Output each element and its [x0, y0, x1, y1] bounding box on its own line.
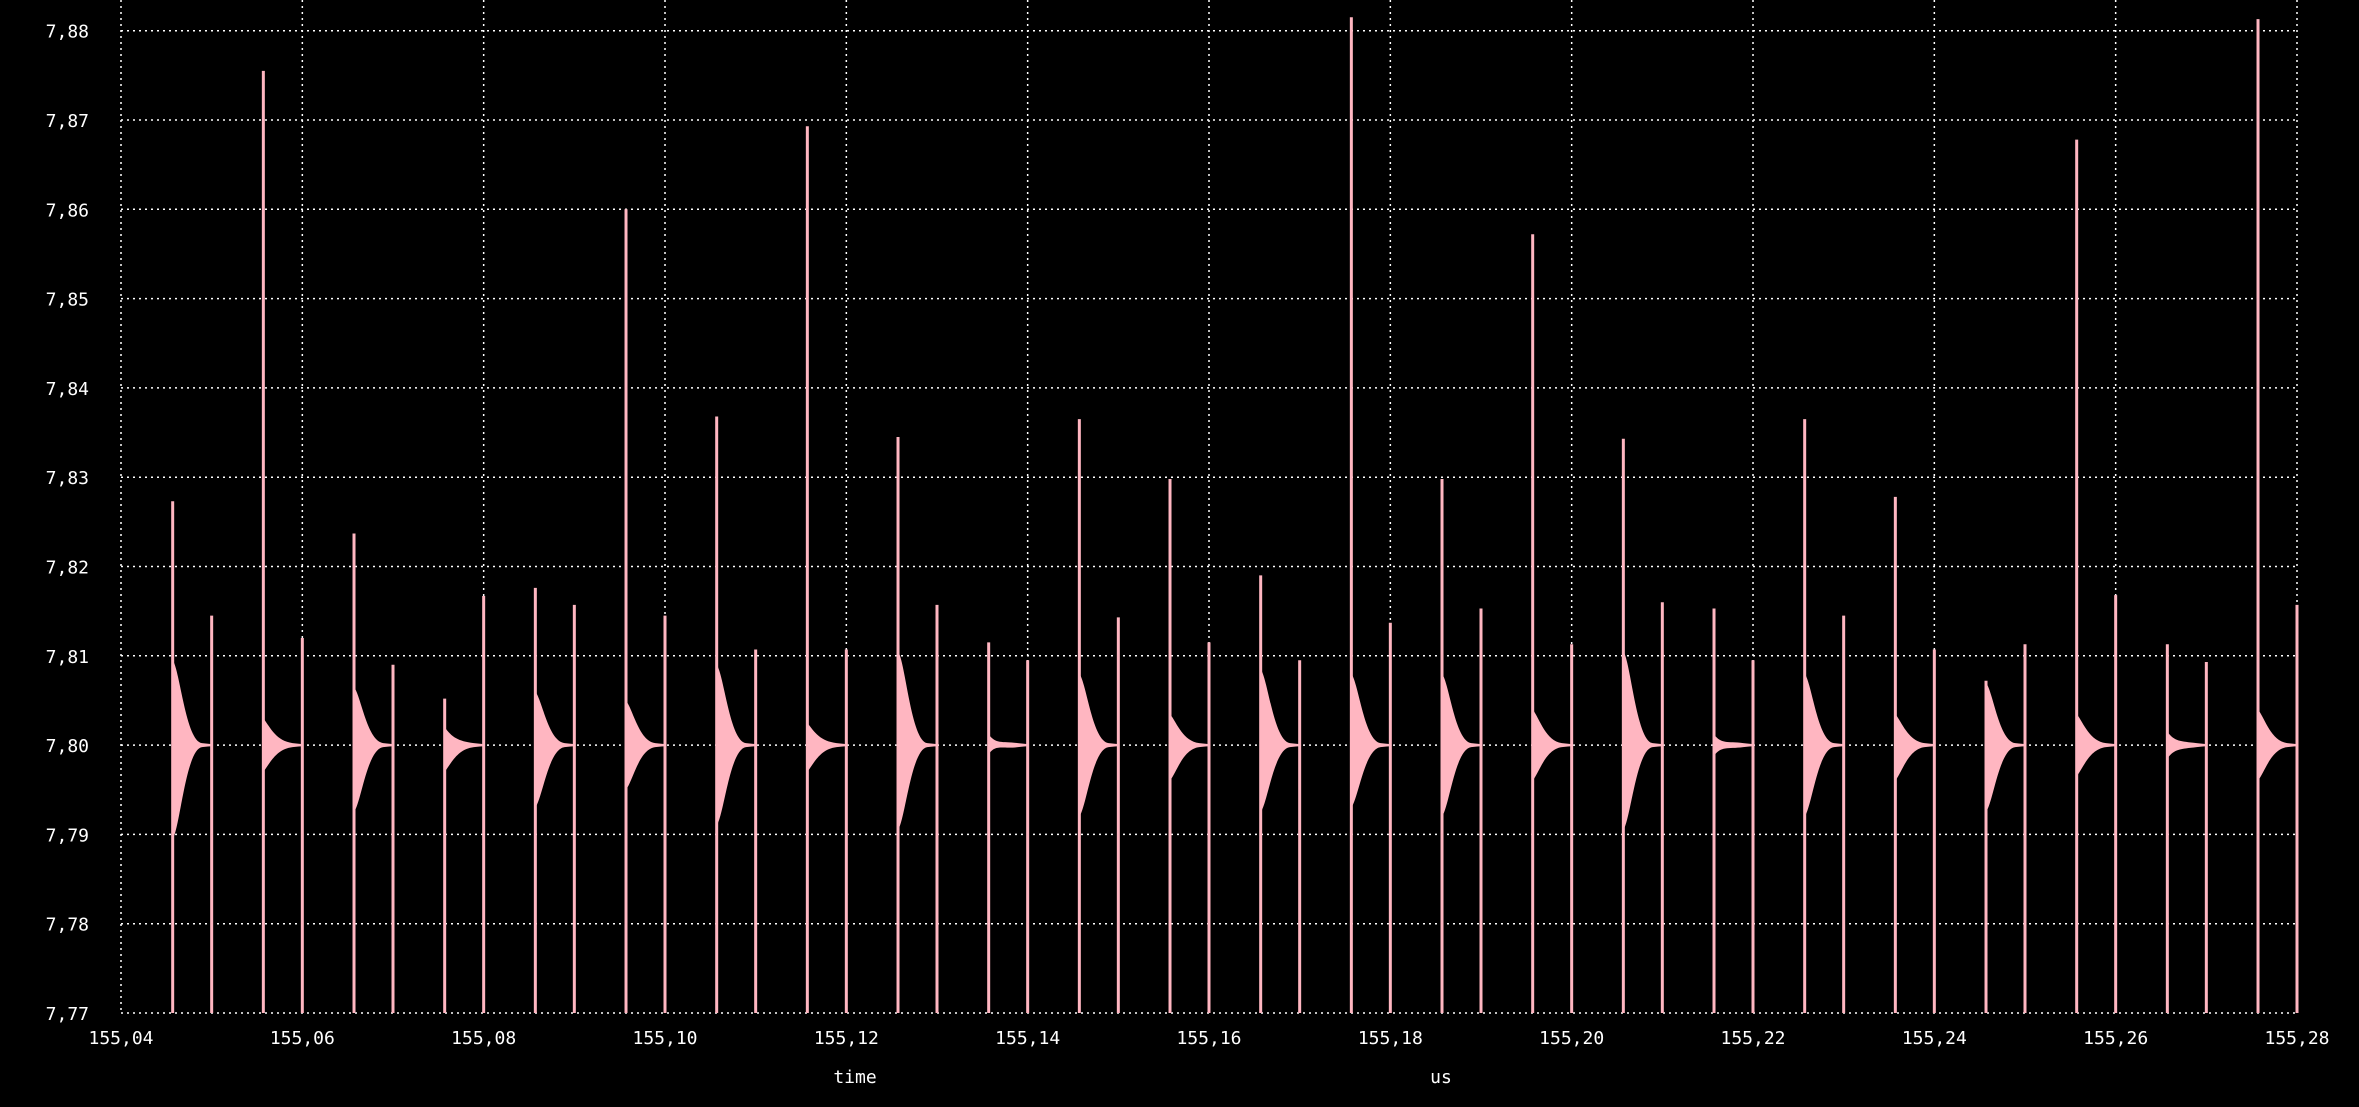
x-tick-label: 155,04 [88, 1028, 153, 1049]
ringing-envelope [354, 687, 393, 813]
ringing-envelope [1351, 673, 1391, 808]
y-axis-tick-labels: 7,77 7,78 7,79 7,80 7,81 7,82 7,83 7,84 7,85 7,86… [46, 22, 89, 1025]
y-tick-label: 7,87 [46, 111, 89, 132]
x-tick-label: 155,28 [2264, 1028, 2329, 1049]
ringing-envelope [1623, 651, 1663, 830]
ringing-envelope [1260, 669, 1300, 813]
ringing-envelope [444, 727, 484, 772]
y-tick-label: 7,84 [46, 379, 89, 400]
x-tick-label: 155,12 [814, 1028, 879, 1049]
x-tick-label: 155,14 [995, 1028, 1060, 1049]
x-axis-tick-labels: 155,04 155,06 155,08 155,10 155,12 155,14 155,… [88, 1028, 2329, 1049]
ringing-envelope [1986, 682, 2025, 813]
x-tick-label: 155,10 [632, 1028, 697, 1049]
ringing-envelope [1170, 713, 1209, 781]
y-tick-label: 7,83 [46, 468, 89, 489]
y-tick-label: 7,88 [46, 22, 89, 43]
y-tick-label: 7,79 [46, 825, 89, 846]
y-tick-label: 7,82 [46, 558, 89, 579]
x-tick-label: 155,20 [1539, 1028, 1604, 1049]
x-tick-label: 155,16 [1176, 1028, 1241, 1049]
ringing-envelope [535, 691, 575, 808]
y-tick-label: 7,78 [46, 915, 89, 936]
x-tick-label: 155,26 [2083, 1028, 2148, 1049]
x-tick-label: 155,08 [451, 1028, 516, 1049]
ringing-envelope [807, 722, 847, 772]
ringing-envelope [898, 651, 937, 830]
ringing-envelope [1895, 713, 1935, 781]
y-tick-label: 7,85 [46, 290, 89, 311]
x-axis-label: time [833, 1067, 876, 1088]
x-tick-label: 155,24 [1902, 1028, 1967, 1049]
x-tick-label: 155,18 [1358, 1028, 1423, 1049]
y-tick-label: 7,80 [46, 736, 89, 757]
x-axis-unit-label: us [1430, 1067, 1452, 1088]
y-tick-label: 7,77 [46, 1004, 89, 1025]
y-tick-label: 7,81 [46, 647, 89, 668]
x-tick-label: 155,06 [270, 1028, 335, 1049]
ringing-envelope [172, 660, 212, 839]
y-tick-label: 7,86 [46, 200, 89, 221]
x-tick-label: 155,22 [1720, 1028, 1785, 1049]
signal-trace [171, 17, 2299, 1013]
